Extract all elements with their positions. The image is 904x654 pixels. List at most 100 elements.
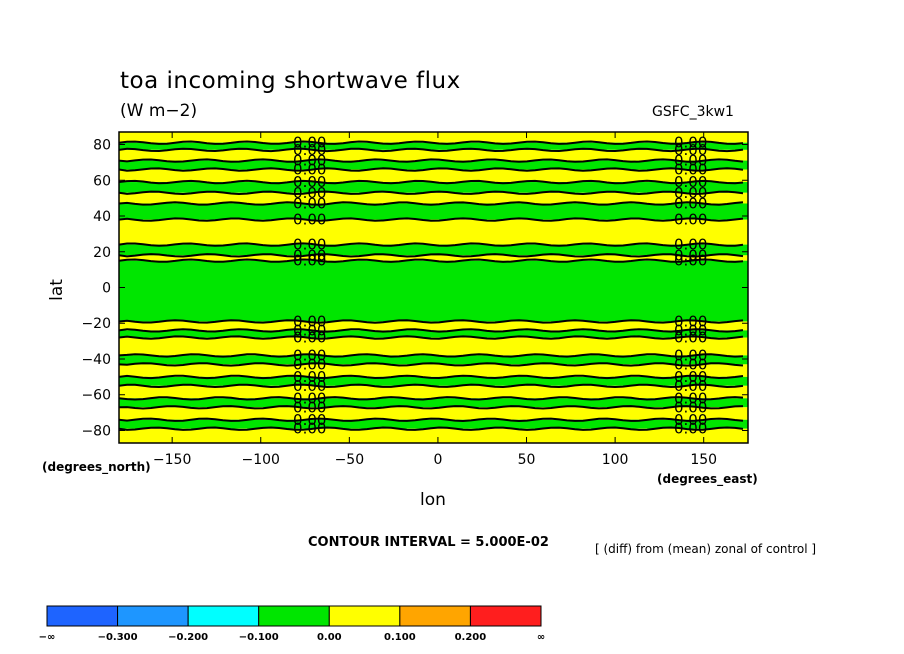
y-tick-label: −20 bbox=[81, 316, 111, 332]
contour-label: 0.00 bbox=[293, 368, 326, 386]
contour-label: 0.00 bbox=[293, 389, 326, 407]
contour-label: 0.00 bbox=[293, 161, 326, 179]
contour-label: 0.00 bbox=[293, 355, 326, 373]
contour-label: 0.00 bbox=[674, 377, 707, 395]
model-tag: GSFC_3kw1 bbox=[652, 104, 734, 120]
y-tick-label: 60 bbox=[93, 173, 111, 189]
contour-line-6 bbox=[118, 201, 744, 206]
contour-label: 0.00 bbox=[674, 321, 707, 339]
contour-label: 0.00 bbox=[293, 141, 326, 159]
contour-label: 0.00 bbox=[293, 377, 326, 395]
contour-line-12 bbox=[118, 328, 744, 333]
band-18 bbox=[119, 385, 748, 399]
contour-label: 0.00 bbox=[293, 329, 326, 347]
contour-line-11 bbox=[118, 319, 744, 324]
band-21 bbox=[119, 419, 748, 429]
x-tick-label: 150 bbox=[690, 452, 717, 468]
contour-label: 0.00 bbox=[674, 398, 707, 416]
contour-label: 0.00 bbox=[674, 236, 707, 254]
contour-label: 0.00 bbox=[293, 411, 326, 429]
contour-line-4 bbox=[118, 179, 744, 185]
band-3 bbox=[119, 160, 748, 170]
contour-interval-text: CONTOUR INTERVAL = 5.000E-02 bbox=[308, 535, 549, 550]
contour-line-5 bbox=[118, 190, 744, 196]
contour-label: 0.00 bbox=[293, 321, 326, 339]
band-5 bbox=[119, 182, 748, 193]
contour-label: 0.00 bbox=[674, 346, 707, 364]
contour-label: 0.00 bbox=[674, 329, 707, 347]
x-tick-label: 100 bbox=[602, 452, 629, 468]
contour-line-8 bbox=[118, 242, 744, 247]
band-12 bbox=[119, 321, 748, 331]
band-2 bbox=[119, 149, 748, 161]
contour-label: 0.00 bbox=[674, 368, 707, 386]
contour-line-0 bbox=[118, 140, 744, 145]
y-tick-label: −60 bbox=[81, 388, 111, 404]
contour-line-18 bbox=[118, 396, 744, 401]
contour-label: 0.00 bbox=[293, 312, 326, 330]
band-1 bbox=[119, 142, 748, 150]
colorbar-label: −0.100 bbox=[239, 632, 279, 643]
band-17 bbox=[119, 376, 748, 386]
contour-line-16 bbox=[118, 374, 744, 380]
contour-line-10 bbox=[118, 258, 744, 263]
band-19 bbox=[119, 398, 748, 408]
colorbar-swatch bbox=[399, 605, 471, 627]
contour-line-19 bbox=[118, 405, 744, 410]
contour-label: 0.00 bbox=[674, 161, 707, 179]
colorbar-swatch bbox=[469, 605, 542, 627]
contour-label: 0.00 bbox=[293, 134, 326, 152]
band-16 bbox=[119, 364, 748, 377]
colorbar-label: 0.100 bbox=[384, 632, 416, 643]
band-9 bbox=[119, 244, 748, 256]
colorbar-label: −∞ bbox=[39, 632, 56, 643]
y-tick-label: 80 bbox=[93, 138, 111, 154]
contour-label: 0.00 bbox=[674, 389, 707, 407]
band-6 bbox=[119, 192, 748, 204]
contour-label: 0.00 bbox=[674, 134, 707, 152]
contour-label: 0.00 bbox=[674, 141, 707, 159]
contour-label: 0.00 bbox=[293, 246, 326, 264]
y-tick-label: 20 bbox=[93, 245, 111, 261]
contour-label: 0.00 bbox=[674, 312, 707, 330]
colorbar-swatch bbox=[117, 605, 189, 627]
colorbar-swatch bbox=[46, 605, 119, 627]
contour-label: 0.00 bbox=[293, 194, 326, 212]
contour-label: 0.00 bbox=[674, 355, 707, 373]
contour-line-1 bbox=[118, 147, 744, 153]
band-13 bbox=[119, 330, 748, 338]
contour-line-21 bbox=[118, 426, 744, 431]
x-tick-label: −100 bbox=[242, 452, 280, 468]
contour-line-15 bbox=[118, 362, 744, 367]
contour-label: 0.00 bbox=[293, 252, 326, 270]
colorbar-label: −0.300 bbox=[98, 632, 138, 643]
band-7 bbox=[119, 203, 748, 220]
contour-label: 0.00 bbox=[293, 420, 326, 438]
chart-title: toa incoming shortwave flux bbox=[120, 68, 461, 94]
band-10 bbox=[119, 255, 748, 261]
band-14 bbox=[119, 337, 748, 356]
chart-units: (W m−2) bbox=[120, 101, 198, 121]
contour-label: 0.00 bbox=[293, 398, 326, 416]
colorbar-label: −0.200 bbox=[168, 632, 208, 643]
contour-label: 0.00 bbox=[674, 246, 707, 264]
contour-label: 0.00 bbox=[674, 173, 707, 191]
colorbar-label: ∞ bbox=[537, 632, 545, 643]
contour-line-14 bbox=[118, 353, 744, 358]
band-22 bbox=[119, 428, 748, 443]
band-11 bbox=[119, 260, 748, 322]
y-tick-label: −40 bbox=[81, 352, 111, 368]
y-tick-label: 40 bbox=[93, 209, 111, 225]
contour-label: 0.00 bbox=[293, 236, 326, 254]
contour-line-17 bbox=[118, 383, 744, 389]
contour-line-9 bbox=[118, 253, 744, 258]
contour-label: 0.00 bbox=[674, 211, 707, 229]
contour-label: 0.00 bbox=[293, 173, 326, 191]
x-tick-label: 50 bbox=[518, 452, 536, 468]
colorbar-swatch bbox=[258, 605, 330, 627]
x-axis-label: lon bbox=[420, 490, 446, 510]
band-8 bbox=[119, 219, 748, 245]
contour-line-20 bbox=[118, 417, 744, 423]
x-axis-units: (degrees_east) bbox=[657, 472, 758, 486]
